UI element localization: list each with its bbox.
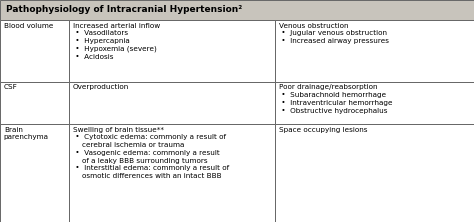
Text: Increased arterial inflow
 •  Vasodilators
 •  Hypercapnia
 •  Hypoxemia (severe: Increased arterial inflow • Vasodilators… [73,23,160,60]
Text: Poor drainage/reabsorption
 •  Subarachnoid hemorrhage
 •  Intraventricular hemo: Poor drainage/reabsorption • Subarachnoi… [279,84,392,113]
Bar [69,124,275,222]
Text: Overproduction: Overproduction [73,84,129,90]
Text: Pathophysiology of Intracranial Hypertension²: Pathophysiology of Intracranial Hyperten… [6,6,242,14]
Bar [69,20,275,82]
Bar [275,124,474,222]
Text: CSF: CSF [4,84,18,90]
Text: Space occupying lesions: Space occupying lesions [279,127,367,133]
Bar [69,82,275,124]
Text: Swelling of brain tissue**
 •  Cytotoxic edema: commonly a result of
    cerebra: Swelling of brain tissue** • Cytotoxic e… [73,127,228,179]
Text: Blood volume: Blood volume [4,23,53,29]
Text: Venous obstruction
 •  Jugular venous obstruction
 •  Increased airway pressures: Venous obstruction • Jugular venous obst… [279,23,389,44]
Bar [0,82,69,124]
Bar [0,124,69,222]
Bar [275,20,474,82]
Text: Brain
parenchyma: Brain parenchyma [4,127,49,141]
Bar [0,20,69,82]
Bar [275,82,474,124]
Bar [0,0,474,20]
